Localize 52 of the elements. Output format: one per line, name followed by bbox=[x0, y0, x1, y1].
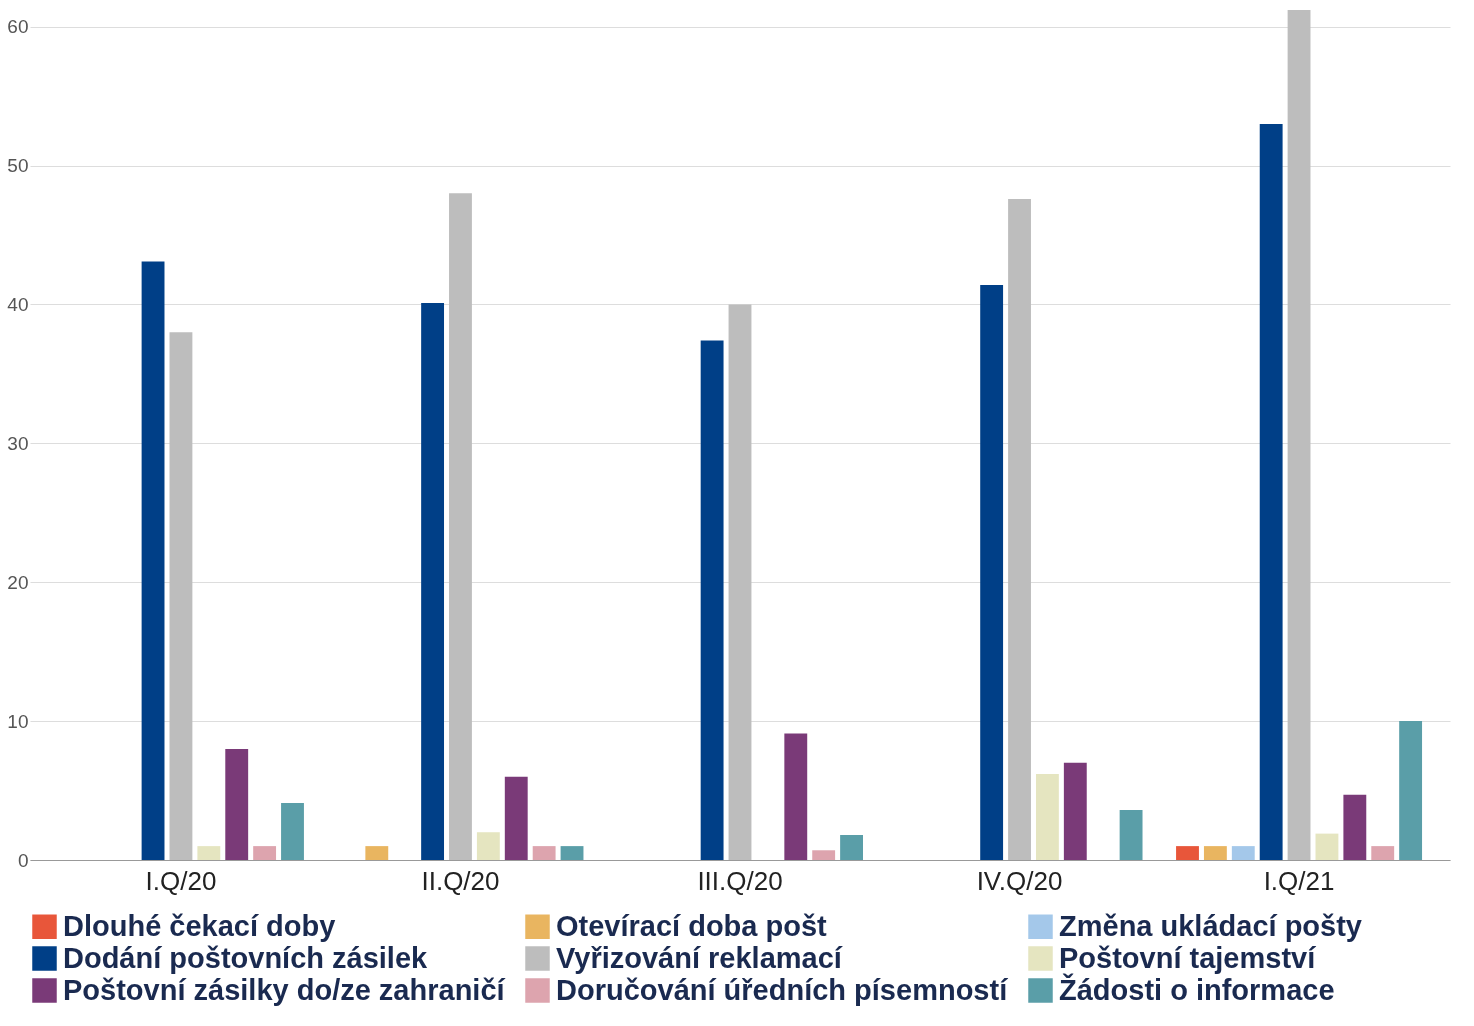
bar bbox=[840, 835, 863, 860]
bar bbox=[1259, 123, 1283, 860]
bar bbox=[1399, 721, 1423, 860]
bar bbox=[504, 776, 528, 860]
legend-label: Poštovní zásilky do/ze zahraničí bbox=[63, 973, 506, 1006]
bar bbox=[1343, 794, 1367, 860]
legend-label: Dlouhé čekací doby bbox=[63, 909, 336, 942]
bar bbox=[421, 303, 445, 860]
legend-label: Vyřizování reklamací bbox=[556, 941, 843, 974]
bar bbox=[1035, 773, 1059, 860]
x-tick-label: I.Q/20 bbox=[145, 865, 217, 896]
y-tick-label: 60 bbox=[7, 16, 29, 38]
y-tick-label: 20 bbox=[7, 571, 29, 593]
bar bbox=[1176, 846, 1199, 860]
bar bbox=[253, 846, 277, 860]
bar bbox=[1203, 846, 1227, 860]
bar bbox=[365, 846, 389, 860]
legend-label: Změna ukládací pošty bbox=[1059, 909, 1362, 942]
bar bbox=[1371, 846, 1395, 860]
x-tick-label: I.Q/21 bbox=[1263, 865, 1335, 896]
bar bbox=[784, 733, 808, 860]
bar bbox=[1287, 10, 1311, 860]
legend-label: Poštovní tajemství bbox=[1059, 941, 1317, 974]
bar bbox=[728, 304, 752, 860]
bar bbox=[700, 340, 724, 860]
bar bbox=[169, 332, 193, 860]
bar bbox=[980, 285, 1004, 860]
bar bbox=[1119, 810, 1143, 860]
y-tick-label: 10 bbox=[7, 710, 29, 732]
bar bbox=[197, 846, 221, 860]
bar bbox=[1008, 198, 1031, 860]
bar bbox=[141, 261, 165, 860]
bar bbox=[1315, 833, 1339, 860]
bar bbox=[1231, 846, 1255, 860]
bar bbox=[225, 748, 249, 860]
x-tick-label: III.Q/20 bbox=[697, 865, 783, 896]
bar bbox=[812, 850, 836, 860]
bar bbox=[281, 803, 304, 860]
bar bbox=[476, 832, 500, 860]
legend-label: Otevírací doba pošt bbox=[556, 909, 828, 942]
y-tick-label: 50 bbox=[7, 155, 29, 177]
legend-label: Doručování úředních písemností bbox=[556, 973, 1009, 1006]
legend-label: Dodání poštovních zásilek bbox=[63, 941, 429, 974]
bar bbox=[532, 846, 556, 860]
bar bbox=[560, 846, 584, 860]
bar bbox=[1063, 762, 1087, 860]
bar bbox=[449, 193, 472, 860]
y-tick-label: 30 bbox=[7, 432, 29, 454]
x-tick-label: IV.Q/20 bbox=[976, 865, 1063, 896]
y-tick-label: 40 bbox=[7, 293, 29, 315]
y-tick-label: 0 bbox=[17, 849, 29, 871]
x-tick-label: II.Q/20 bbox=[421, 865, 500, 896]
